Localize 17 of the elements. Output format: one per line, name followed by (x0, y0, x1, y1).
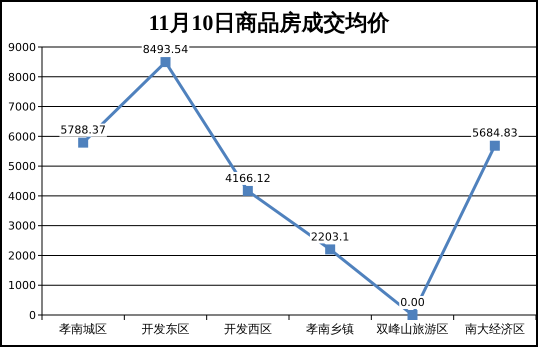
y-tick-label: 0 (29, 309, 36, 322)
title: 11月10日商品房成交均价 (148, 10, 390, 35)
y-tick-label: 4000 (8, 190, 36, 203)
y-tick-label: 2000 (8, 249, 36, 262)
y-tick-label: 1000 (8, 279, 36, 292)
x-tick-label: 开发西区 (224, 322, 272, 336)
x-tick-label: 开发东区 (142, 322, 190, 336)
y-tick-label: 6000 (8, 130, 36, 144)
y-tick-label: 3000 (8, 220, 36, 233)
x-tick-label: 孝南乡镇 (306, 322, 354, 336)
y-tick-label: 8000 (8, 70, 36, 84)
x-tick-label: 南大经济区 (464, 322, 525, 336)
x-tick-label: 孝南城区 (59, 322, 108, 336)
y-tick-label: 9000 (8, 41, 36, 54)
x-tick-label: 双峰山旅游区 (376, 322, 448, 336)
y-tick-label: 7000 (8, 100, 36, 114)
y-tick-label: 5000 (8, 160, 36, 174)
